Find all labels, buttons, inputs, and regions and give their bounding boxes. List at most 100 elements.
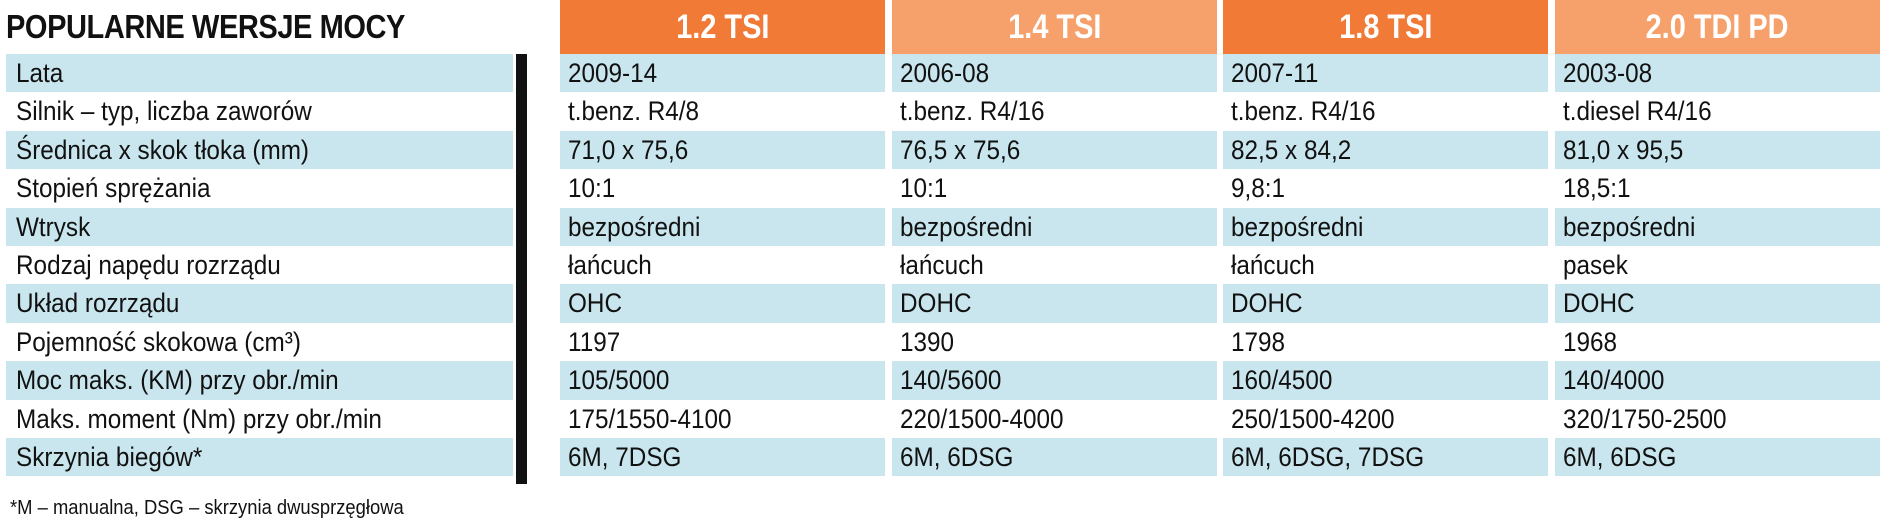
table-cell-text: 10:1 <box>568 173 616 204</box>
table-cell: łańcuch <box>892 245 1217 285</box>
table-cell-text: bezpośredni <box>1231 211 1364 242</box>
column-header-label: 2.0 TDI PD <box>1646 7 1789 46</box>
table-cell-text: 140/5600 <box>900 365 1002 396</box>
table-cell: 10:1 <box>892 169 1217 208</box>
table-cell: 105/5000 <box>560 361 885 400</box>
table-cell-text: pasek <box>1563 249 1628 280</box>
row-label-text: Maks. moment (Nm) przy obr./min <box>16 403 382 434</box>
page-title: POPULARNE WERSJE MOCY <box>6 8 405 45</box>
row-label-text: Lata <box>16 58 64 88</box>
table-cell-text: bezpośredni <box>1563 211 1696 242</box>
table-cell: bezpośredni <box>892 207 1217 246</box>
table-cell: łańcuch <box>560 245 885 285</box>
table-cell: 9,8:1 <box>1223 169 1548 208</box>
spec-table: Lata 2009-14 2006-08 2007-11 2003-08 Silnik –… <box>0 54 1880 477</box>
table-cell: 6M, 7DSG <box>560 437 885 477</box>
table-cell-text: bezpośredni <box>900 211 1033 242</box>
table-row: Układ rozrządu OHC DOHC DOHC DOHC <box>0 284 1880 323</box>
column-header-label: 1.4 TSI <box>1007 7 1102 46</box>
column-header-label: 1.2 TSI <box>675 7 770 46</box>
table-cell: 320/1750-2500 <box>1555 399 1880 438</box>
table-cell: bezpośredni <box>1223 207 1548 246</box>
table-cell: DOHC <box>1555 284 1880 323</box>
table-cell-text: 6M, 7DSG <box>568 441 682 472</box>
table-cell-text: łańcuch <box>568 249 652 280</box>
table-cell: 2006-08 <box>892 54 1217 93</box>
table-cell-text: 175/1550-4100 <box>568 403 732 434</box>
table-cell: 2009-14 <box>560 54 885 93</box>
table-cell-text: 1968 <box>1563 326 1618 357</box>
column-header-2: 1.4 TSI <box>892 0 1217 54</box>
table-cell-text: t.benz. R4/16 <box>1231 96 1376 127</box>
table-cell-text: t.benz. R4/8 <box>568 96 700 127</box>
table-row: Stopień sprężania 10:1 10:1 9,8:1 18,5:1 <box>0 169 1880 208</box>
row-label-text: Średnica x skok tłoka (mm) <box>16 134 310 165</box>
row-label: Moc maks. (KM) przy obr./min <box>6 361 513 400</box>
table-row: Wtrysk bezpośredni bezpośredni bezpośredni b… <box>0 207 1880 246</box>
table-row: Średnica x skok tłoka (mm) 71,0 x 75,6 76,… <box>0 130 1880 170</box>
table-cell-text: 71,0 x 75,6 <box>568 134 689 165</box>
row-label: Stopień sprężania <box>6 169 513 208</box>
table-cell-text: 6M, 6DSG, 7DSG <box>1231 441 1425 472</box>
table-cell-text: t.diesel R4/16 <box>1563 96 1712 127</box>
table-cell-text: łańcuch <box>1231 249 1315 280</box>
table-cell-text: 320/1750-2500 <box>1563 403 1727 434</box>
table-cell: 76,5 x 75,6 <box>892 130 1217 170</box>
row-label: Wtrysk <box>6 207 513 246</box>
table-cell: 220/1500-4000 <box>892 399 1217 438</box>
table-cell-text: 105/5000 <box>568 365 670 396</box>
table-cell: 10:1 <box>560 169 885 208</box>
column-header-3: 1.8 TSI <box>1223 0 1548 54</box>
table-cell-text: 10:1 <box>900 173 948 204</box>
label-column-divider <box>516 54 527 484</box>
row-label: Skrzynia biegów* <box>6 437 513 477</box>
table-cell-text: 9,8:1 <box>1231 173 1286 204</box>
table-cell: 175/1550-4100 <box>560 399 885 438</box>
table-cell-text: 18,5:1 <box>1563 173 1631 204</box>
row-label: Maks. moment (Nm) przy obr./min <box>6 399 513 438</box>
table-cell: DOHC <box>1223 284 1548 323</box>
table-cell: 1798 <box>1223 322 1548 362</box>
row-label-text: Pojemność skokowa (cm³) <box>16 326 301 357</box>
table-cell-text: DOHC <box>1231 288 1303 319</box>
table-cell-text: 6M, 6DSG <box>900 441 1014 472</box>
table-cell: t.benz. R4/8 <box>560 92 885 131</box>
table-cell: 1968 <box>1555 322 1880 362</box>
table-cell-text: 2003-08 <box>1563 58 1653 88</box>
table-cell: 82,5 x 84,2 <box>1223 130 1548 170</box>
table-cell-text: 82,5 x 84,2 <box>1231 134 1352 165</box>
table-cell-text: 2006-08 <box>900 58 990 88</box>
row-label: Silnik – typ, liczba zaworów <box>6 92 513 131</box>
table-cell: 6M, 6DSG <box>1555 437 1880 477</box>
table-cell-text: 6M, 6DSG <box>1563 441 1677 472</box>
table-cell: t.benz. R4/16 <box>1223 92 1548 131</box>
row-label: Lata <box>6 54 513 93</box>
table-row: Moc maks. (KM) przy obr./min 105/5000 140/… <box>0 361 1880 400</box>
table-cell: bezpośredni <box>1555 207 1880 246</box>
table-cell: 250/1500-4200 <box>1223 399 1548 438</box>
row-label: Rodzaj napędu rozrządu <box>6 245 513 285</box>
table-cell: łańcuch <box>1223 245 1548 285</box>
table-cell: 6M, 6DSG, 7DSG <box>1223 437 1548 477</box>
row-label: Pojemność skokowa (cm³) <box>6 322 513 362</box>
table-cell: t.benz. R4/16 <box>892 92 1217 131</box>
table-cell-text: 81,0 x 95,5 <box>1563 134 1684 165</box>
table-cell-text: łańcuch <box>900 249 984 280</box>
table-cell-text: OHC <box>568 288 622 319</box>
table-cell: 2007-11 <box>1223 54 1548 93</box>
table-cell: 1197 <box>560 322 885 362</box>
column-header-4: 2.0 TDI PD <box>1555 0 1880 54</box>
row-label-text: Wtrysk <box>16 211 91 242</box>
table-cell: OHC <box>560 284 885 323</box>
row-label-text: Stopień sprężania <box>16 173 211 204</box>
table-cell: 160/4500 <box>1223 361 1548 400</box>
column-header-1: 1.2 TSI <box>560 0 885 54</box>
row-label: Średnica x skok tłoka (mm) <box>6 130 513 170</box>
table-cell-text: 1390 <box>900 326 955 357</box>
table-row: Lata 2009-14 2006-08 2007-11 2003-08 <box>0 54 1880 93</box>
table-cell-text: 1798 <box>1231 326 1286 357</box>
table-cell-text: 76,5 x 75,6 <box>900 134 1021 165</box>
table-cell-text: 2009-14 <box>568 58 658 88</box>
table-cell: pasek <box>1555 245 1880 285</box>
table-row: Maks. moment (Nm) przy obr./min 175/1550-… <box>0 399 1880 438</box>
